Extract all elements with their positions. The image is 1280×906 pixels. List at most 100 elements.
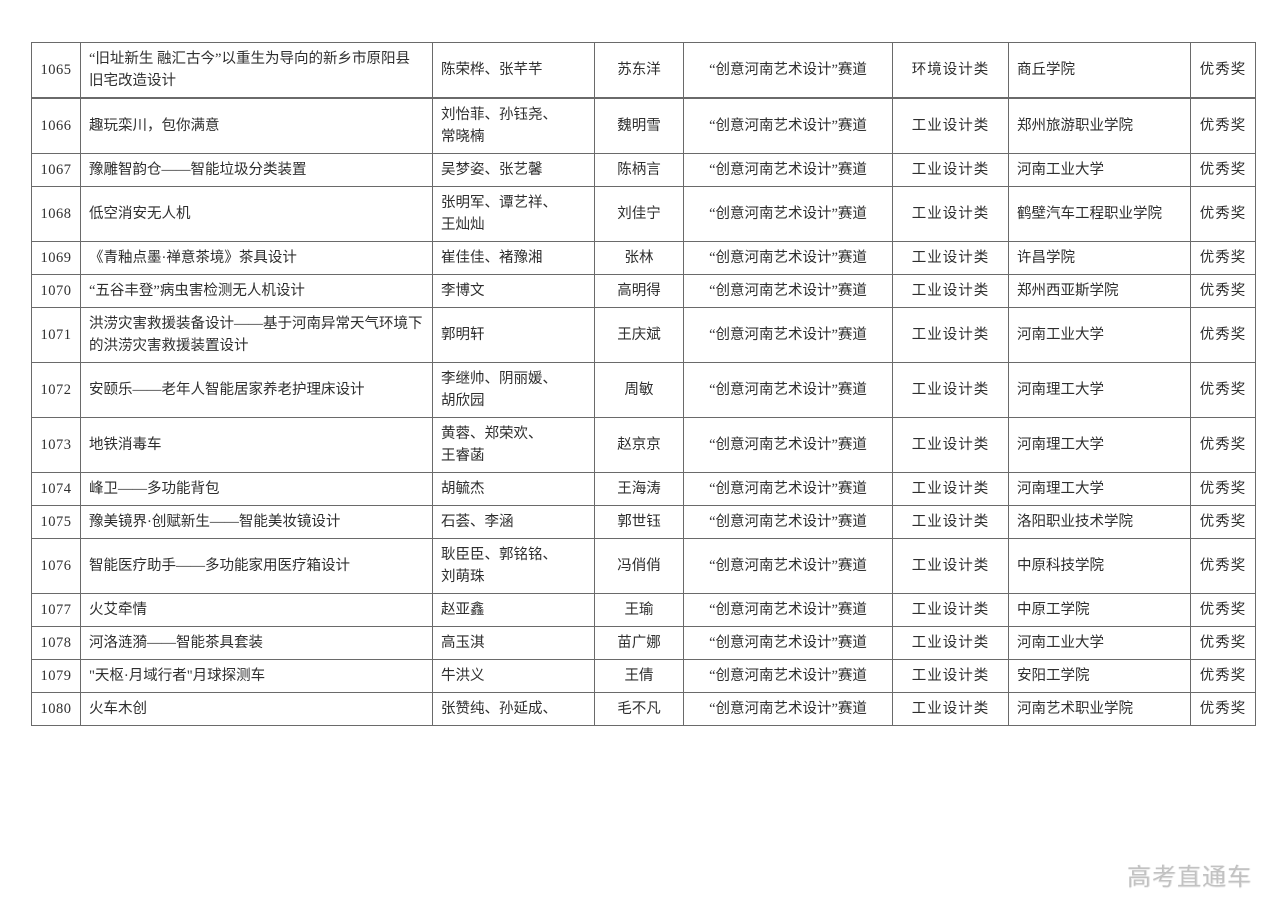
cell-project: 安颐乐——老年人智能居家养老护理床设计 <box>80 362 433 418</box>
table-row: 1071 洪涝灾害救援装备设计——基于河南异常天气环境下的洪涝灾害救援装置设计 郭明… <box>31 307 1256 363</box>
cell-category: 工业设计类 <box>892 626 1009 660</box>
table-row: 1066 趣玩栾川，包你满意 刘怡菲、孙钰尧、 常晓楠 魏明雪 “创意河南艺术设计”赛道… <box>31 97 1256 154</box>
cell-project: "天枢·月域行者"月球探测车 <box>80 659 433 693</box>
cell-no: 1074 <box>31 472 81 506</box>
cell-members: 刘怡菲、孙钰尧、 常晓楠 <box>432 97 595 154</box>
cell-category: 工业设计类 <box>892 97 1009 154</box>
cell-award: 优秀奖 <box>1190 659 1256 693</box>
cell-category: 工业设计类 <box>892 274 1009 308</box>
cell-award: 优秀奖 <box>1190 505 1256 539</box>
cell-category: 工业设计类 <box>892 241 1009 275</box>
cell-school: 商丘学院 <box>1008 42 1191 99</box>
cell-school: 河南艺术职业学院 <box>1008 692 1191 726</box>
cell-school: 中原工学院 <box>1008 593 1191 627</box>
cell-no: 1078 <box>31 626 81 660</box>
cell-award: 优秀奖 <box>1190 472 1256 506</box>
cell-track: “创意河南艺术设计”赛道 <box>683 692 893 726</box>
cell-award: 优秀奖 <box>1190 417 1256 473</box>
cell-category: 工业设计类 <box>892 417 1009 473</box>
cell-advisor: 王瑜 <box>594 593 684 627</box>
cell-project: 火车木创 <box>80 692 433 726</box>
cell-members: 高玉淇 <box>432 626 595 660</box>
cell-category: 工业设计类 <box>892 505 1009 539</box>
cell-award: 优秀奖 <box>1190 241 1256 275</box>
cell-award: 优秀奖 <box>1190 362 1256 418</box>
cell-project: 豫雕智韵仓——智能垃圾分类装置 <box>80 153 433 187</box>
cell-award: 优秀奖 <box>1190 626 1256 660</box>
cell-no: 1066 <box>31 97 81 154</box>
cell-award: 优秀奖 <box>1190 307 1256 363</box>
cell-members: 郭明轩 <box>432 307 595 363</box>
cell-project: 峰卫——多功能背包 <box>80 472 433 506</box>
cell-project: “五谷丰登”病虫害检测无人机设计 <box>80 274 433 308</box>
cell-category: 工业设计类 <box>892 307 1009 363</box>
cell-advisor: 张林 <box>594 241 684 275</box>
cell-members: 黄蓉、郑荣欢、 王睿菡 <box>432 417 595 473</box>
cell-advisor: 苏东洋 <box>594 42 684 99</box>
cell-no: 1077 <box>31 593 81 627</box>
cell-advisor: 刘佳宁 <box>594 186 684 242</box>
cell-advisor: 毛不凡 <box>594 692 684 726</box>
cell-category: 工业设计类 <box>892 153 1009 187</box>
watermark-gaokao-zhitongche: 高考直通车 <box>1127 864 1252 891</box>
cell-award: 优秀奖 <box>1190 42 1256 99</box>
cell-category: 工业设计类 <box>892 659 1009 693</box>
cell-no: 1065 <box>31 42 81 99</box>
cell-no: 1076 <box>31 538 81 594</box>
cell-advisor: 高明得 <box>594 274 684 308</box>
award-results-table: 1065 “旧址新生 融汇古今”以重生为导向的新乡市原阳县旧宅改造设计 陈荣桦、张芊… <box>31 42 1256 726</box>
cell-members: 张明军、谭艺祥、 王灿灿 <box>432 186 595 242</box>
table-row: 1067 豫雕智韵仓——智能垃圾分类装置 吴梦姿、张艺馨 陈柄言 “创意河南艺术设计”赛… <box>31 153 1256 187</box>
cell-members: 张赞纯、孙延成、 <box>432 692 595 726</box>
cell-advisor: 王倩 <box>594 659 684 693</box>
cell-no: 1075 <box>31 505 81 539</box>
cell-school: 郑州西亚斯学院 <box>1008 274 1191 308</box>
cell-project: 趣玩栾川，包你满意 <box>80 97 433 154</box>
cell-no: 1079 <box>31 659 81 693</box>
cell-track: “创意河南艺术设计”赛道 <box>683 97 893 154</box>
table-row: 1065 “旧址新生 融汇古今”以重生为导向的新乡市原阳县旧宅改造设计 陈荣桦、张芊… <box>31 42 1256 99</box>
cell-advisor: 苗广娜 <box>594 626 684 660</box>
cell-track: “创意河南艺术设计”赛道 <box>683 186 893 242</box>
cell-award: 优秀奖 <box>1190 186 1256 242</box>
cell-members: 石荟、李涵 <box>432 505 595 539</box>
cell-track: “创意河南艺术设计”赛道 <box>683 626 893 660</box>
cell-no: 1069 <box>31 241 81 275</box>
cell-members: 李博文 <box>432 274 595 308</box>
cell-award: 优秀奖 <box>1190 97 1256 154</box>
cell-category: 工业设计类 <box>892 692 1009 726</box>
cell-category: 工业设计类 <box>892 593 1009 627</box>
cell-school: 河南理工大学 <box>1008 417 1191 473</box>
cell-no: 1073 <box>31 417 81 473</box>
cell-advisor: 周敏 <box>594 362 684 418</box>
cell-no: 1068 <box>31 186 81 242</box>
table-row: 1080 火车木创 张赞纯、孙延成、 毛不凡 “创意河南艺术设计”赛道 工业设计类 河南艺术… <box>31 692 1256 726</box>
cell-track: “创意河南艺术设计”赛道 <box>683 659 893 693</box>
cell-advisor: 赵京京 <box>594 417 684 473</box>
cell-track: “创意河南艺术设计”赛道 <box>683 241 893 275</box>
table-row: 1078 河洛涟漪——智能茶具套装 高玉淇 苗广娜 “创意河南艺术设计”赛道 工业设计类河… <box>31 626 1256 660</box>
table-row: 1070 “五谷丰登”病虫害检测无人机设计 李博文 高明得 “创意河南艺术设计”赛道 工业… <box>31 274 1256 308</box>
cell-category: 工业设计类 <box>892 362 1009 418</box>
cell-project: 地铁消毒车 <box>80 417 433 473</box>
cell-members: 耿臣臣、郭铭铭、 刘萌珠 <box>432 538 595 594</box>
cell-project: 低空消安无人机 <box>80 186 433 242</box>
cell-award: 优秀奖 <box>1190 593 1256 627</box>
cell-category: 工业设计类 <box>892 472 1009 506</box>
results-table-body: 1065 “旧址新生 融汇古今”以重生为导向的新乡市原阳县旧宅改造设计 陈荣桦、张芊… <box>31 42 1256 726</box>
cell-project: 河洛涟漪——智能茶具套装 <box>80 626 433 660</box>
cell-award: 优秀奖 <box>1190 274 1256 308</box>
cell-track: “创意河南艺术设计”赛道 <box>683 538 893 594</box>
cell-no: 1080 <box>31 692 81 726</box>
cell-advisor: 陈柄言 <box>594 153 684 187</box>
cell-track: “创意河南艺术设计”赛道 <box>683 417 893 473</box>
cell-track: “创意河南艺术设计”赛道 <box>683 362 893 418</box>
cell-project: “旧址新生 融汇古今”以重生为导向的新乡市原阳县旧宅改造设计 <box>80 42 433 99</box>
cell-no: 1070 <box>31 274 81 308</box>
cell-award: 优秀奖 <box>1190 538 1256 594</box>
cell-track: “创意河南艺术设计”赛道 <box>683 593 893 627</box>
cell-project: 洪涝灾害救援装备设计——基于河南异常天气环境下的洪涝灾害救援装置设计 <box>80 307 433 363</box>
cell-school: 中原科技学院 <box>1008 538 1191 594</box>
cell-category: 工业设计类 <box>892 186 1009 242</box>
